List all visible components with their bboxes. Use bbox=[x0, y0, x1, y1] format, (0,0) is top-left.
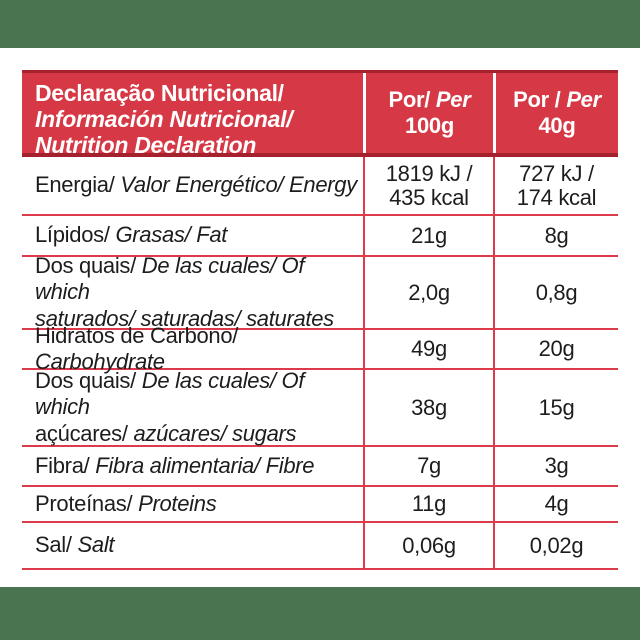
label-line: Fibra/ Fibra alimentaria/ Fibre bbox=[35, 453, 363, 479]
value-per-100g-fibre: 7g bbox=[363, 447, 493, 485]
value-line: 0,06g bbox=[402, 532, 456, 558]
value-per-100g-fat: 21g bbox=[363, 216, 493, 255]
value-line: 38g bbox=[411, 394, 447, 420]
label-segment: Valor Energético/ Energy bbox=[114, 172, 357, 198]
label-line: saturados/ saturadas/ saturates bbox=[35, 306, 363, 332]
row-label-energy: Energia/ Valor Energético/ Energy bbox=[22, 157, 363, 214]
label-line: Energia/ Valor Energético/ Energy bbox=[35, 172, 363, 198]
value-per-40g-sugars: 15g bbox=[493, 370, 618, 445]
label-segment: Dos quais/ bbox=[35, 252, 136, 278]
label-segment: Fibra/ bbox=[35, 452, 90, 478]
table-header: Declaração Nutricional/ Información Nutr… bbox=[22, 70, 618, 158]
label-segment: Dos quais/ bbox=[35, 367, 136, 393]
value-per-40g-saturates: 0,8g bbox=[493, 257, 618, 328]
label-segment: Carbohydrate bbox=[35, 349, 165, 374]
value-line: 1819 kJ / bbox=[385, 161, 473, 187]
header-amount-100g: 100g bbox=[405, 113, 454, 138]
value-per-40g-fat: 8g bbox=[493, 216, 618, 255]
value-per-100g-proteins: 11g bbox=[363, 487, 493, 521]
value-line: 8g bbox=[544, 222, 569, 248]
label-segment: Energia/ bbox=[35, 172, 115, 198]
label-segment: Fibra alimentaria/ Fibre bbox=[89, 452, 315, 478]
green-band-bottom bbox=[0, 587, 640, 640]
header-title-en: Nutrition Declaration bbox=[35, 131, 257, 158]
row-label-fat: Lípidos/ Grasas/ Fat bbox=[22, 216, 363, 255]
table-row-sugars: Dos quais/ De las cuales/ Of which açúcar… bbox=[22, 368, 618, 447]
header-per-40g-line1: Por / Per bbox=[513, 87, 601, 113]
value-line: 4g bbox=[544, 491, 569, 517]
header-per-40g: Per bbox=[566, 87, 601, 113]
green-band-top bbox=[0, 0, 640, 48]
label-line: Lípidos/ Grasas/ Fat bbox=[35, 222, 363, 248]
label-line: Hidratos de Carbono/ Carbohydrate bbox=[35, 323, 363, 376]
value-per-100g-energy: 1819 kJ /435 kcal bbox=[363, 157, 493, 214]
label-segment: Proteins bbox=[132, 490, 217, 516]
value-line: 7g bbox=[417, 453, 441, 479]
label-line: Sal/ Salt bbox=[35, 532, 363, 558]
value-line: 3g bbox=[544, 453, 569, 479]
label-segment: Hidratos de Carbono/ bbox=[35, 322, 239, 348]
value-per-100g-saturates: 2,0g bbox=[363, 257, 493, 328]
label-segment: saturados/ saturadas/ saturates bbox=[35, 305, 334, 331]
table-row-salt: Sal/ Salt 0,06g 0,02g bbox=[22, 523, 618, 570]
label-segment: açúcares/ bbox=[35, 420, 128, 446]
header-por-100g: Por/ bbox=[388, 87, 431, 113]
value-line: 2,0g bbox=[408, 279, 450, 305]
header-por-40g: Por / bbox=[513, 87, 561, 113]
label-segment: azúcares/ sugars bbox=[127, 420, 297, 446]
label-line: Dos quais/ De las cuales/ Of which bbox=[35, 368, 363, 421]
row-label-saturates: Dos quais/ De las cuales/ Of which satura… bbox=[22, 253, 363, 331]
label-segment: Sal/ bbox=[35, 532, 72, 558]
value-per-40g-carbohydrate: 20g bbox=[493, 330, 618, 368]
header-col-per-100g: Por/ Per 100g bbox=[363, 73, 493, 153]
value-line: 21g bbox=[411, 222, 447, 248]
label-line: açúcares/ azúcares/ sugars bbox=[35, 421, 363, 447]
label-segment: Salt bbox=[71, 532, 115, 558]
row-label-salt: Sal/ Salt bbox=[22, 523, 363, 568]
value-line: 20g bbox=[538, 336, 575, 362]
value-line: 49g bbox=[411, 336, 447, 362]
value-per-40g-energy: 727 kJ /174 kcal bbox=[493, 157, 618, 214]
value-per-40g-proteins: 4g bbox=[493, 487, 618, 521]
table-row-proteins: Proteínas/ Proteins 11g 4g bbox=[22, 487, 618, 523]
label-segment: Grasas/ Fat bbox=[109, 222, 228, 248]
value-per-100g-salt: 0,06g bbox=[363, 523, 493, 568]
header-amount-40g: 40g bbox=[538, 113, 576, 138]
value-per-40g-salt: 0,02g bbox=[493, 523, 618, 568]
table-body: Energia/ Valor Energético/ Energy 1819 kJ… bbox=[22, 157, 618, 570]
header-per-100g: Per bbox=[435, 87, 471, 113]
table-row-carbohydrate: Hidratos de Carbono/ Carbohydrate 49g 20g bbox=[22, 323, 618, 374]
value-per-40g-fibre: 3g bbox=[493, 447, 618, 485]
table-row-saturates: Dos quais/ De las cuales/ Of which satura… bbox=[22, 253, 618, 331]
header-title-pt: Declaração Nutricional/ bbox=[35, 80, 284, 106]
header-col-per-40g: Por / Per 40g bbox=[493, 73, 618, 153]
value-line: 174 kcal bbox=[516, 184, 597, 210]
label-segment: Lípidos/ bbox=[35, 222, 110, 248]
row-label-carbohydrate: Hidratos de Carbono/ Carbohydrate bbox=[22, 323, 363, 374]
nutrition-declaration-table: Declaração Nutricional/ Información Nutr… bbox=[22, 70, 618, 570]
table-row-fibre: Fibra/ Fibra alimentaria/ Fibre 7g 3g bbox=[22, 447, 618, 487]
value-line: 0,02g bbox=[529, 532, 584, 558]
value-line: 727 kJ / bbox=[519, 161, 594, 187]
label-segment: De las cuales/ Of which bbox=[35, 367, 305, 420]
label-line: Proteínas/ Proteins bbox=[35, 491, 363, 517]
value-line: 435 kcal bbox=[389, 184, 469, 210]
value-per-100g-carbohydrate: 49g bbox=[363, 330, 493, 368]
row-label-proteins: Proteínas/ Proteins bbox=[22, 487, 363, 521]
header-title-es: Información Nutricional/ bbox=[35, 105, 293, 132]
value-per-100g-sugars: 38g bbox=[363, 370, 493, 445]
value-line: 11g bbox=[411, 491, 447, 517]
row-label-sugars: Dos quais/ De las cuales/ Of which açúcar… bbox=[22, 368, 363, 447]
value-line: 0,8g bbox=[535, 279, 578, 305]
table-row-energy: Energia/ Valor Energético/ Energy 1819 kJ… bbox=[22, 157, 618, 216]
table-row-fat: Lípidos/ Grasas/ Fat 21g 8g bbox=[22, 216, 618, 257]
header-per-100g-line1: Por/ Per bbox=[389, 87, 471, 113]
row-label-fibre: Fibra/ Fibra alimentaria/ Fibre bbox=[22, 447, 363, 485]
value-line: 15g bbox=[538, 394, 575, 420]
label-line: Dos quais/ De las cuales/ Of which bbox=[35, 253, 363, 306]
header-title-cell: Declaração Nutricional/ Información Nutr… bbox=[22, 73, 363, 158]
label-segment: De las cuales/ Of which bbox=[35, 252, 305, 305]
label-segment: Proteínas/ bbox=[35, 490, 133, 516]
